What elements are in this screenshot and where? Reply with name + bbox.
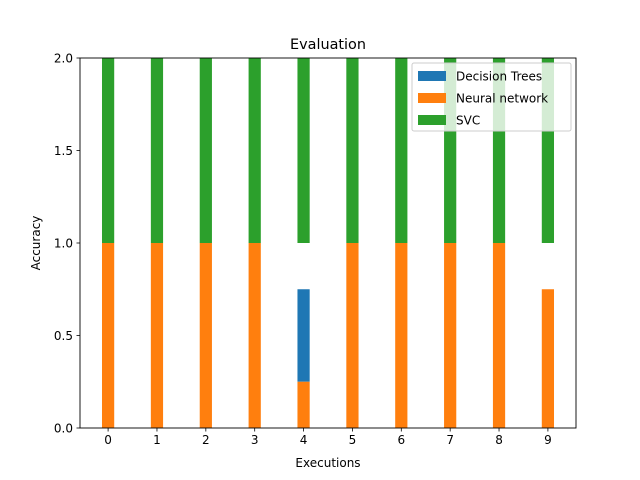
legend: Decision Trees Neural network SVC [411,62,572,132]
legend-label: SVC [456,114,480,128]
bar-decision-trees-4 [297,289,310,382]
x-tick-label: 4 [300,433,308,447]
bar-neural-network-1 [150,243,164,428]
x-axis-ticks: 0 1 2 3 4 5 6 7 8 9 [104,428,552,447]
bar-neural-network-8 [492,243,506,428]
chart-title: Evaluation [290,37,366,53]
bar-neural-network-9 [541,289,555,428]
bar-svc-5 [346,58,359,243]
legend-swatch-neural-network [418,93,446,103]
x-tick-label: 2 [202,433,210,447]
x-tick-label: 1 [153,433,161,447]
x-tick-label: 0 [104,433,112,447]
y-tick-label: 0.0 [54,421,73,435]
bar-svc-6 [395,58,408,243]
y-tick-label: 2.0 [54,51,73,65]
bar-neural-network-4 [297,381,310,428]
y-tick-label: 0.5 [54,329,73,343]
x-tick-label: 8 [495,433,503,447]
bar-neural-network-5 [346,243,359,428]
x-tick-label: 9 [544,433,552,447]
y-axis-ticks: 0.0 0.5 1.0 1.5 2.0 [54,51,80,435]
bar-svc-3 [248,58,261,243]
bar-neural-network-6 [395,243,408,428]
bar-neural-network-7 [444,243,457,428]
bar-svc-4 [297,58,310,243]
legend-label: Decision Trees [456,70,542,84]
x-tick-label: 7 [446,433,454,447]
y-tick-label: 1.0 [54,236,73,250]
bar-svc-0 [101,58,115,243]
legend-swatch-svc [418,115,446,125]
bar-neural-network-0 [101,243,115,428]
x-tick-label: 5 [349,433,357,447]
legend-label: Neural network [456,92,548,106]
bar-svc-1 [150,58,164,243]
x-axis-label: Executions [295,456,360,470]
y-axis-label: Accuracy [29,216,43,271]
legend-box [411,62,572,132]
bars-group [101,58,555,428]
y-tick-label: 1.5 [54,144,73,158]
bar-neural-network-2 [199,243,212,428]
legend-swatch-decision-trees [418,71,446,81]
bar-svc-2 [199,58,212,243]
x-tick-label: 3 [251,433,259,447]
x-tick-label: 6 [397,433,405,447]
bar-neural-network-3 [248,243,261,428]
